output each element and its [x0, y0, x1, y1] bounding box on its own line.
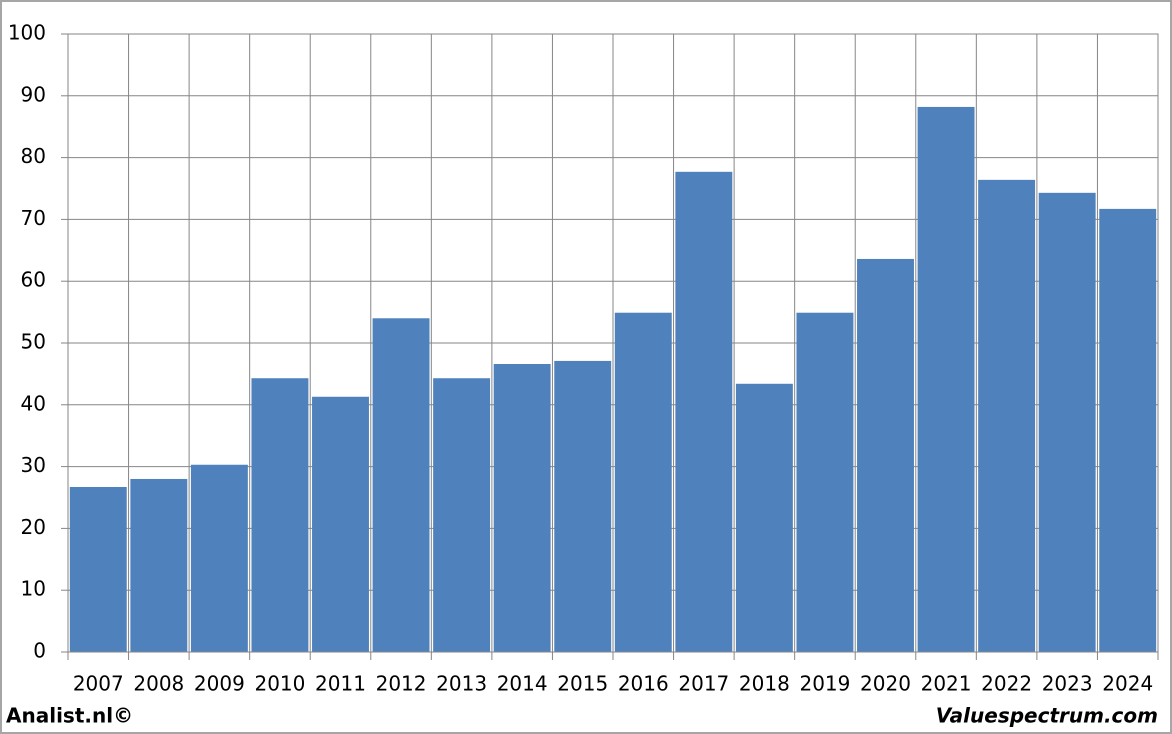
- x-tick-label: 2021: [921, 672, 972, 696]
- x-tick-label: 2024: [1102, 672, 1153, 696]
- x-tick-label: 2017: [678, 672, 729, 696]
- y-tick-label: 20: [21, 515, 46, 539]
- x-tick-label: 2010: [254, 672, 305, 696]
- x-tick-label: 2007: [73, 672, 124, 696]
- y-tick-label: 70: [21, 206, 46, 230]
- bar: [372, 318, 430, 652]
- x-tick-label: 2011: [315, 672, 366, 696]
- x-tick-label: 2018: [739, 672, 790, 696]
- bar: [675, 171, 733, 652]
- bar: [190, 464, 248, 652]
- bar: [614, 312, 672, 652]
- bar: [978, 179, 1036, 652]
- x-tick-label: 2022: [981, 672, 1032, 696]
- bar: [493, 364, 551, 652]
- footer-right: Valuespectrum.com: [936, 704, 1158, 728]
- y-tick-label: 90: [21, 82, 46, 106]
- bar: [554, 360, 612, 652]
- y-tick-label: 10: [21, 577, 46, 601]
- x-tick-label: 2014: [497, 672, 548, 696]
- x-tick-label: 2015: [557, 672, 608, 696]
- bar: [857, 258, 914, 652]
- bar: [433, 378, 491, 652]
- x-tick-label: 2023: [1042, 672, 1093, 696]
- x-tick-label: 2020: [860, 672, 911, 696]
- y-tick-label: 100: [8, 21, 46, 45]
- x-tick-label: 2019: [799, 672, 850, 696]
- y-tick-label: 80: [21, 144, 46, 168]
- bar: [796, 312, 854, 652]
- footer-left: Analist.nl©: [6, 704, 133, 728]
- bar: [735, 383, 793, 652]
- bar: [130, 478, 188, 652]
- bar: [1099, 208, 1157, 653]
- y-tick-label: 40: [21, 391, 46, 415]
- x-tick-label: 2013: [436, 672, 487, 696]
- y-tick-label: 30: [21, 453, 46, 477]
- x-tick-label: 2016: [618, 672, 669, 696]
- y-tick-label: 60: [21, 268, 46, 292]
- bar: [917, 106, 975, 652]
- bar: [69, 486, 127, 652]
- x-tick-label: 2008: [133, 672, 184, 696]
- x-tick-label: 2009: [194, 672, 245, 696]
- bar: [1038, 192, 1096, 653]
- x-tick-label: 2012: [376, 672, 427, 696]
- bar: [251, 378, 309, 652]
- bar: [312, 396, 369, 652]
- y-tick-label: 0: [33, 639, 46, 663]
- y-tick-label: 50: [21, 330, 46, 354]
